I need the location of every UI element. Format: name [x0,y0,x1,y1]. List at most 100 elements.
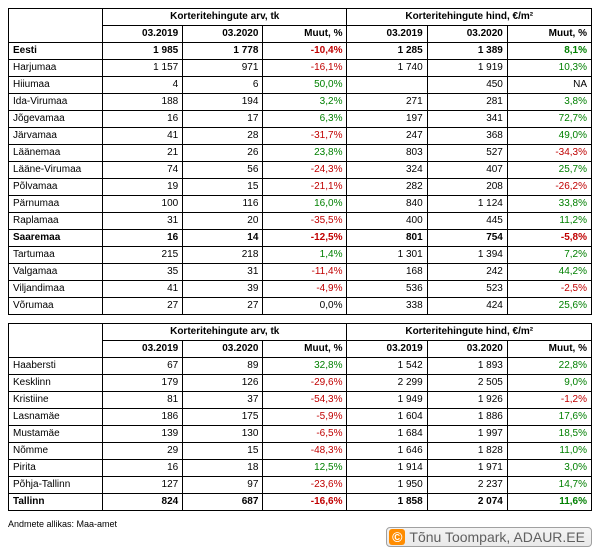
cell: 1 997 [427,426,507,443]
cell: 523 [427,281,507,298]
cell: 1 604 [347,409,427,426]
cell: -10,4% [263,43,347,60]
cell: 1 886 [427,409,507,426]
cell: -54,3% [263,392,347,409]
cell: 16,0% [263,196,347,213]
cell: -4,9% [263,281,347,298]
col-2020: 03.2020 [183,26,263,43]
cell: 1 949 [347,392,427,409]
cell: 28 [183,128,263,145]
table-row: Saaremaa1614-12,5%801754-5,8% [9,230,592,247]
cell: 0,0% [263,298,347,315]
cell: 15 [183,443,263,460]
table-row: Valgamaa3531-11,4%16824244,2% [9,264,592,281]
col-change: Muut, % [507,341,591,358]
corner-cell [9,9,103,43]
cell: 1 394 [427,247,507,264]
cell: 9,0% [507,375,591,392]
cell: -5,8% [507,230,591,247]
cell: 282 [347,179,427,196]
cell: 338 [347,298,427,315]
table-row: Ida-Virumaa1881943,2%2712813,8% [9,94,592,111]
cell: 25,7% [507,162,591,179]
cell: -23,6% [263,477,347,494]
cell: 16 [103,460,183,477]
cell: 1 971 [427,460,507,477]
cell: 29 [103,443,183,460]
cell: 67 [103,358,183,375]
group-count-header: Korteritehingute arv, tk [103,9,347,26]
cell: -34,3% [507,145,591,162]
cell: 1 646 [347,443,427,460]
cell: -5,9% [263,409,347,426]
cell: 7,2% [507,247,591,264]
cell: 1 919 [427,60,507,77]
cell: 81 [103,392,183,409]
table-row: Raplamaa3120-35,5%40044511,2% [9,213,592,230]
table-row: Kesklinn179126-29,6%2 2992 5059,0% [9,375,592,392]
cell: 50,0% [263,77,347,94]
cell: Jõgevamaa [9,111,103,128]
cell: -31,7% [263,128,347,145]
table-row: Põhja-Tallinn12797-23,6%1 9502 23714,7% [9,477,592,494]
cell: Kesklinn [9,375,103,392]
cell: Eesti [9,43,103,60]
table-row: Hiiumaa4650,0%450NA [9,77,592,94]
col-2019: 03.2019 [103,341,183,358]
table-row: Läänemaa212623,8%803527-34,3% [9,145,592,162]
cell: 2 505 [427,375,507,392]
cell: 6 [183,77,263,94]
cell: -6,5% [263,426,347,443]
cell: 49,0% [507,128,591,145]
cell: Tallinn [9,494,103,511]
cell: Raplamaa [9,213,103,230]
cell: -2,5% [507,281,591,298]
cell: 247 [347,128,427,145]
cell: 803 [347,145,427,162]
cell: -29,6% [263,375,347,392]
cell: 1 301 [347,247,427,264]
cell: 194 [183,94,263,111]
cell: 3,2% [263,94,347,111]
cell: 25,6% [507,298,591,315]
cell: 824 [103,494,183,511]
cell: 1 124 [427,196,507,213]
district-table: Korteritehingute arv, tk Korteritehingut… [8,323,592,511]
cell: -48,3% [263,443,347,460]
cell: 186 [103,409,183,426]
cell: 2 074 [427,494,507,511]
cell: 18,5% [507,426,591,443]
cell: 368 [427,128,507,145]
cell: 242 [427,264,507,281]
cell: 31 [103,213,183,230]
cell: 41 [103,281,183,298]
cell: Pirita [9,460,103,477]
cell: -11,4% [263,264,347,281]
cell: 22,8% [507,358,591,375]
col-2019: 03.2019 [347,341,427,358]
cell: 130 [183,426,263,443]
cell: 44,2% [507,264,591,281]
cell: 1 858 [347,494,427,511]
cell: 11,0% [507,443,591,460]
cell: 97 [183,477,263,494]
cell: 1 950 [347,477,427,494]
cell: 89 [183,358,263,375]
cell: -16,1% [263,60,347,77]
cell: Põhja-Tallinn [9,477,103,494]
table-row: Haabersti678932,8%1 5421 89322,8% [9,358,592,375]
district-table-body: Haabersti678932,8%1 5421 89322,8%Kesklin… [9,358,592,511]
cell: 754 [427,230,507,247]
table-row: Põlvamaa1915-21,1%282208-26,2% [9,179,592,196]
table-row: Tallinn824687-16,6%1 8582 07411,6% [9,494,592,511]
cell: 208 [427,179,507,196]
cell: 72,7% [507,111,591,128]
cell: -35,5% [263,213,347,230]
cell: 840 [347,196,427,213]
cell: 450 [427,77,507,94]
cell: 281 [427,94,507,111]
cell: 39 [183,281,263,298]
cell: -21,1% [263,179,347,196]
cell: 56 [183,162,263,179]
cell: 1 914 [347,460,427,477]
